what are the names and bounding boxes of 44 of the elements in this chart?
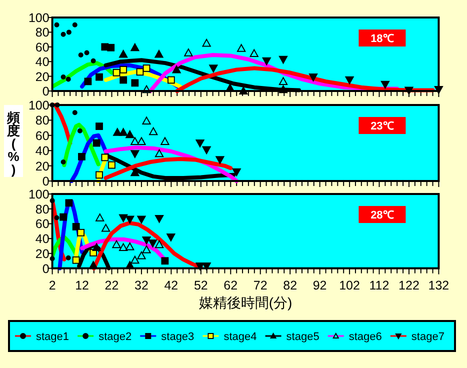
x-tick-label: 62 (224, 278, 238, 292)
x-tick-label: 132 (428, 278, 450, 292)
legend-label: stage3 (161, 331, 194, 343)
y-tick-label: 40 (35, 144, 50, 158)
legend-label: stage1 (36, 331, 70, 343)
legend-label: stage2 (98, 331, 132, 343)
y-tick-label: 20 (35, 70, 50, 84)
legend-label: stage6 (348, 331, 382, 343)
y-tick-label: 100 (28, 188, 50, 202)
y-tick-label: 100 (28, 98, 50, 112)
x-tick-label: 42 (164, 278, 178, 292)
x-tick-label: 112 (369, 278, 390, 292)
y-tick-label: 80 (35, 202, 50, 216)
legend-label: stage5 (286, 331, 320, 343)
annotation: 28℃ (370, 210, 394, 222)
y-tick-label: 80 (35, 26, 50, 40)
x-tick-label: 2 (48, 278, 56, 292)
y-axis-title: 頻度(%) (6, 110, 20, 177)
y-tick-label: 60 (35, 128, 50, 143)
y-tick-label: 0 (42, 174, 50, 188)
y-tick-label: 60 (35, 217, 50, 232)
y-tick-label: 40 (35, 55, 50, 70)
y-tick-label: 80 (35, 114, 50, 128)
x-tick-label: 102 (339, 278, 360, 292)
legend-label: stage4 (224, 331, 257, 343)
x-tick-label: 12 (75, 278, 90, 292)
x-tick-label: 32 (134, 278, 148, 292)
x-tick-label: 82 (283, 278, 298, 292)
y-tick-label: 20 (35, 246, 50, 261)
legend-label: stage7 (411, 331, 444, 343)
x-tick-label: 92 (312, 278, 327, 292)
y-tick-label: 0 (42, 84, 50, 98)
x-tick-label: 52 (194, 278, 208, 292)
y-tick-label: 40 (35, 232, 50, 246)
y-tick-label: 0 (42, 262, 50, 276)
y-tick-label: 20 (35, 159, 50, 174)
x-tick-label: 72 (253, 278, 268, 292)
x-tick-label: 22 (104, 278, 119, 292)
y-tick-label: 100 (28, 11, 50, 25)
annotation: 23℃ (370, 120, 394, 132)
x-tick-label: 122 (398, 278, 420, 292)
y-tick-label: 60 (35, 40, 50, 54)
annotation: 18℃ (370, 33, 394, 45)
x-axis-title: 媒精後時間(分) (198, 294, 292, 310)
